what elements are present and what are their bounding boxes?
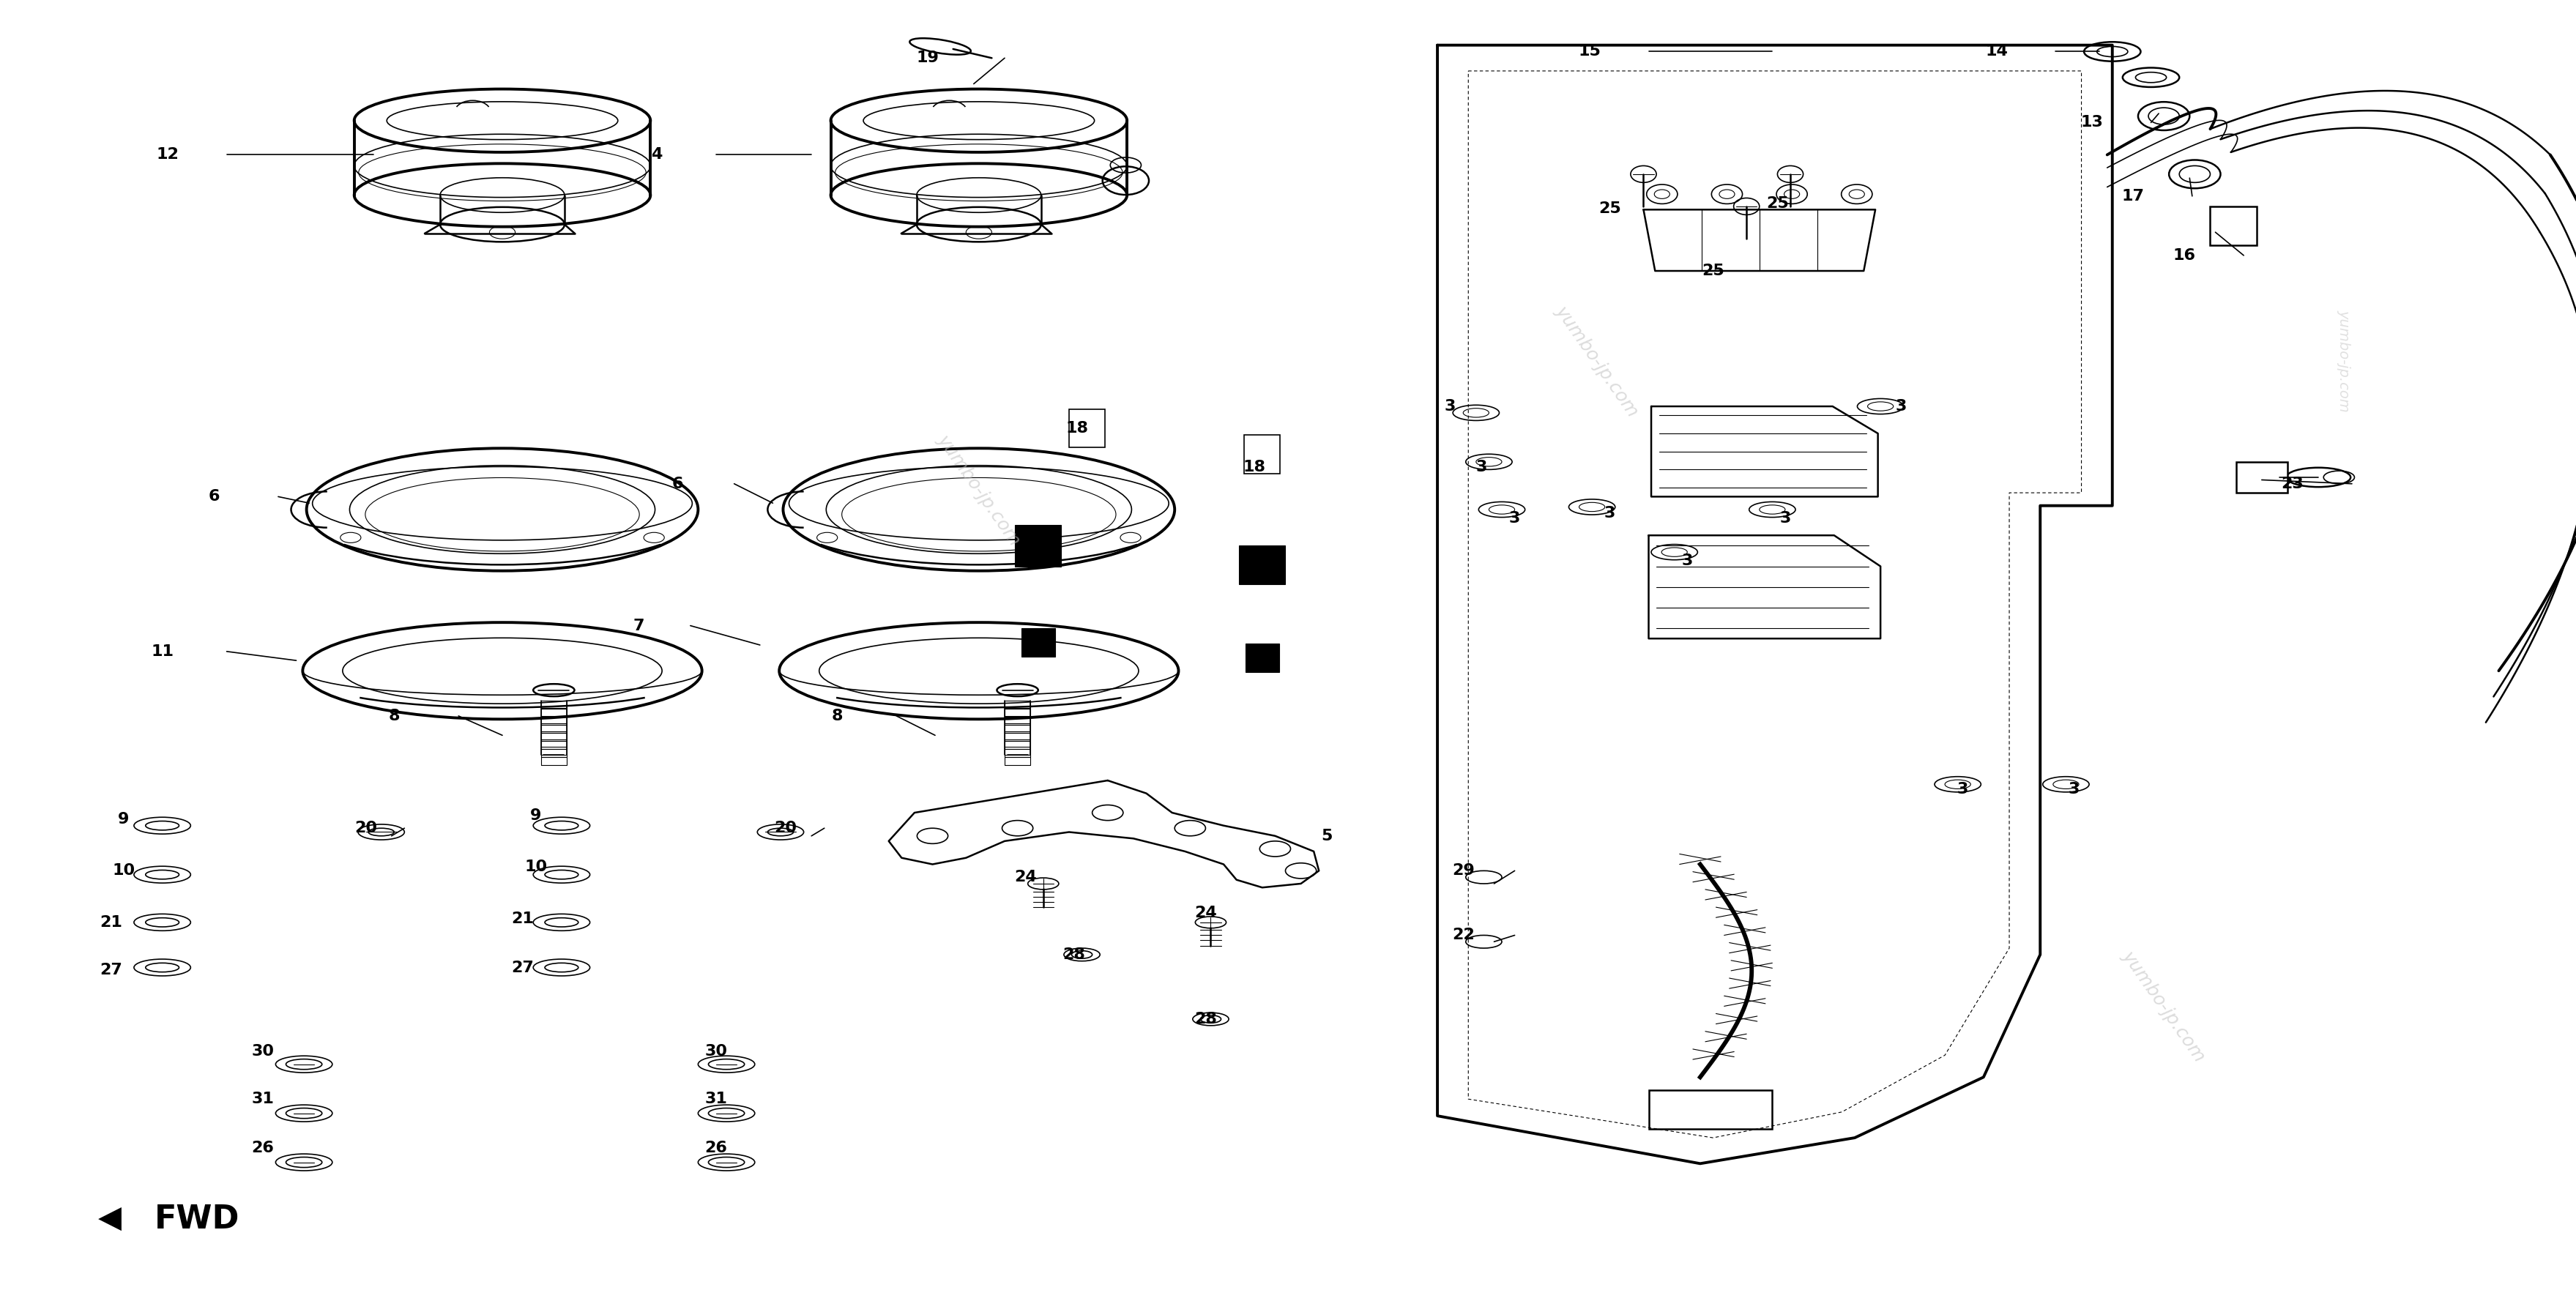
Text: 20: 20	[355, 820, 376, 836]
Text: 18: 18	[1244, 459, 1265, 475]
Text: 30: 30	[706, 1044, 726, 1059]
Text: 11: 11	[152, 644, 173, 659]
Text: 12: 12	[157, 147, 178, 163]
Text: 1: 1	[1249, 653, 1260, 668]
Text: yumbo-jp.com: yumbo-jp.com	[935, 431, 1023, 550]
Text: yumbo-jp.com: yumbo-jp.com	[1553, 302, 1641, 421]
Text: 4: 4	[652, 147, 662, 163]
Text: 25: 25	[1767, 196, 1788, 212]
Text: 14: 14	[1986, 44, 2007, 59]
Bar	[1020, 628, 1056, 657]
Text: 24: 24	[1015, 869, 1036, 885]
Text: 27: 27	[100, 962, 121, 978]
Bar	[1069, 409, 1105, 448]
Text: 13: 13	[2081, 115, 2102, 130]
Text: 20: 20	[775, 820, 796, 836]
Text: 31: 31	[252, 1091, 273, 1107]
Text: 30: 30	[252, 1044, 273, 1059]
Text: 16: 16	[2174, 248, 2195, 263]
Text: 3: 3	[1445, 399, 1455, 414]
Text: 28: 28	[1064, 947, 1084, 962]
Bar	[1649, 1090, 1772, 1129]
Text: 8: 8	[832, 708, 842, 724]
Text: 21: 21	[513, 911, 533, 926]
Text: 5: 5	[1321, 828, 1332, 844]
Text: yumbo-jp.com: yumbo-jp.com	[2336, 310, 2352, 413]
Text: 3: 3	[1896, 399, 1906, 414]
Text: 26: 26	[706, 1140, 726, 1156]
Text: 3: 3	[1682, 553, 1692, 569]
Text: 29: 29	[1453, 863, 1473, 878]
Text: 21: 21	[100, 915, 121, 930]
Text: ◀: ◀	[98, 1204, 121, 1235]
Bar	[1015, 525, 1061, 566]
Text: 1: 1	[1020, 637, 1030, 653]
Text: 9: 9	[531, 808, 541, 823]
Text: 2: 2	[1020, 541, 1030, 556]
Text: 8: 8	[389, 708, 399, 724]
Text: 3: 3	[1476, 459, 1486, 475]
Bar	[1239, 546, 1285, 584]
Text: 3: 3	[1780, 511, 1790, 526]
Text: yumbo-jp.com: yumbo-jp.com	[2120, 947, 2208, 1066]
Bar	[1244, 435, 1280, 473]
Text: 2: 2	[1249, 560, 1260, 575]
Text: 28: 28	[1195, 1011, 1216, 1027]
Text: 10: 10	[526, 859, 546, 875]
Text: 18: 18	[1066, 421, 1087, 436]
Text: FWD: FWD	[155, 1204, 240, 1235]
Text: 9: 9	[118, 811, 129, 827]
Text: 3: 3	[1510, 511, 1520, 526]
Text: 23: 23	[2282, 476, 2303, 491]
Text: 15: 15	[1579, 44, 1600, 59]
Text: 25: 25	[1703, 263, 1723, 279]
Text: 19: 19	[917, 50, 938, 66]
Text: 27: 27	[513, 960, 533, 975]
Text: 3: 3	[1605, 506, 1615, 521]
Text: 7: 7	[634, 618, 644, 633]
Text: 6: 6	[672, 476, 683, 491]
Text: 26: 26	[252, 1140, 273, 1156]
Text: 3: 3	[1958, 782, 1968, 797]
Text: 3: 3	[2069, 782, 2079, 797]
Bar	[2210, 206, 2257, 245]
Bar	[2236, 462, 2287, 493]
Text: 24: 24	[1195, 906, 1216, 921]
Text: 31: 31	[706, 1091, 726, 1107]
Text: 22: 22	[1453, 928, 1473, 943]
Text: 10: 10	[113, 863, 134, 878]
Text: 25: 25	[1600, 201, 1620, 217]
Text: 17: 17	[2123, 188, 2143, 204]
Bar	[1247, 644, 1278, 672]
Text: 6: 6	[209, 489, 219, 504]
